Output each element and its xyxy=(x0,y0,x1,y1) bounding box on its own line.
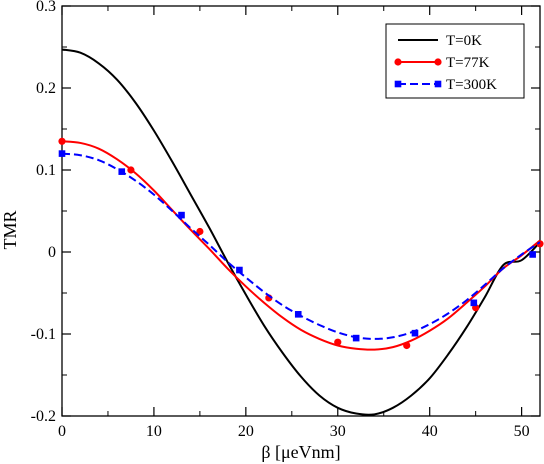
legend-label: T=0K xyxy=(446,33,482,49)
y-tick-label: -0.1 xyxy=(31,326,56,343)
x-tick-label: 20 xyxy=(238,423,254,440)
data-point xyxy=(529,251,536,258)
x-tick-label: 40 xyxy=(422,423,438,440)
series-1 xyxy=(58,137,544,351)
series-line xyxy=(61,48,541,416)
data-point xyxy=(118,168,126,175)
data-point xyxy=(58,137,66,145)
legend-marker-start xyxy=(394,58,402,66)
legend-entry: T=0K xyxy=(398,33,482,49)
series-line xyxy=(61,140,541,351)
x-tick-label: 50 xyxy=(514,423,530,440)
data-point xyxy=(178,211,185,219)
x-tick-label: 10 xyxy=(146,423,162,440)
data-point xyxy=(196,227,204,236)
legend-marker-end xyxy=(434,80,442,88)
data-point xyxy=(411,329,419,337)
data-point xyxy=(127,166,135,174)
series-layer xyxy=(58,48,544,416)
data-point xyxy=(334,338,342,346)
legend-label: T=300K xyxy=(446,77,497,93)
y-tick-label: 0 xyxy=(48,244,56,261)
x-tick-label: 30 xyxy=(330,423,346,440)
data-point xyxy=(536,240,544,248)
y-tick-label: 0.1 xyxy=(36,162,56,179)
y-tick-label: -0.2 xyxy=(31,408,56,425)
legend-entry: T=77K xyxy=(394,55,490,71)
legend-marker-start xyxy=(394,80,402,88)
y-tick-label: 0.3 xyxy=(36,0,56,15)
legend-marker-end xyxy=(434,58,442,66)
data-point xyxy=(294,311,302,318)
legend-entry: T=300K xyxy=(394,77,497,93)
data-point xyxy=(236,266,243,274)
x-axis-title: β [μeVnm] xyxy=(261,442,340,462)
y-axis-title: TMR xyxy=(0,210,20,249)
x-tick-label: 0 xyxy=(58,423,66,440)
series-0 xyxy=(61,48,541,416)
tick-labels: 0 10 20 30 40 50 -0.2 -0.1 0 0.1 0.2 0.3 xyxy=(31,0,530,440)
y-tick-label: 0.2 xyxy=(36,80,56,97)
legend: T=0K T=77K T=300K xyxy=(385,23,525,99)
series-2 xyxy=(58,150,541,342)
data-point xyxy=(403,341,411,350)
legend-label: T=77K xyxy=(446,55,490,71)
data-point xyxy=(470,299,478,307)
data-point xyxy=(352,334,360,342)
data-point xyxy=(58,150,66,157)
